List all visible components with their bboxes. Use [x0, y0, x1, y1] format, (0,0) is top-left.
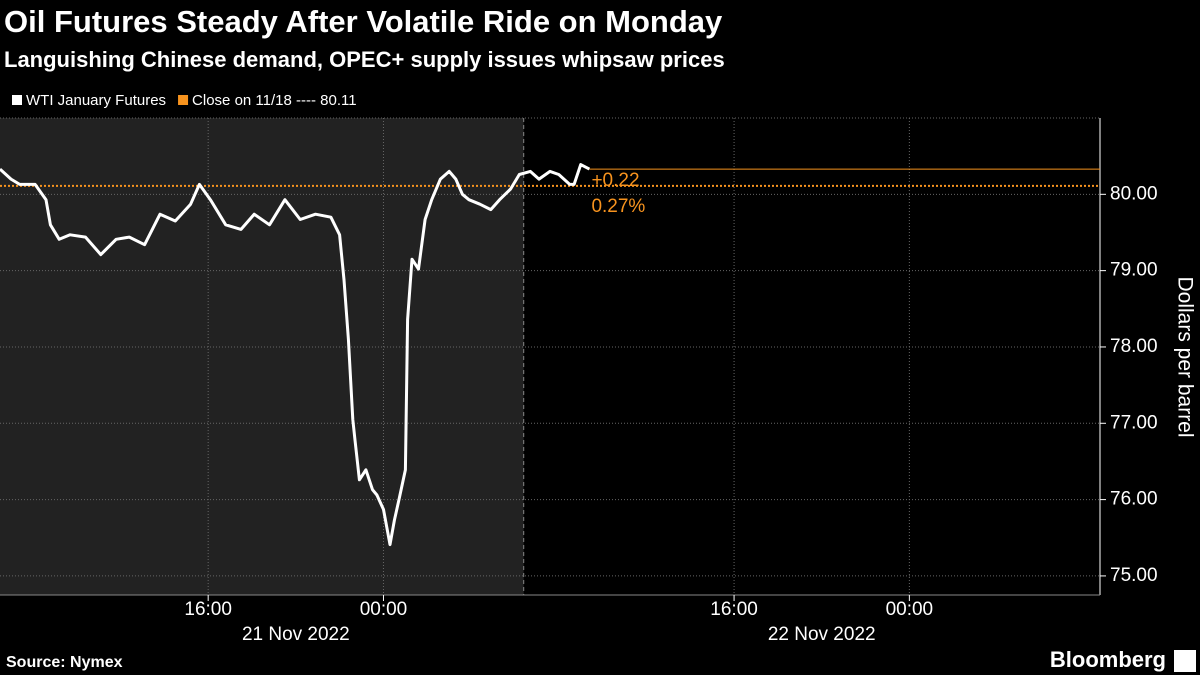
price-line: [0, 163, 591, 547]
chart-subtitle: Languishing Chinese demand, OPEC+ supply…: [4, 47, 725, 72]
change-annotation: +0.22: [591, 170, 639, 191]
x-tick-label: 16:00: [710, 599, 758, 620]
x-tick-label: 00:00: [886, 599, 934, 620]
source: Source: Nymex: [6, 654, 123, 671]
legend-swatch: [12, 95, 22, 105]
brand: Bloomberg: [1050, 647, 1166, 672]
date-label: 21 Nov 2022: [242, 624, 350, 645]
legend-label: Close on 11/18 ---- 80.11: [192, 92, 357, 109]
x-tick-label: 00:00: [360, 599, 408, 620]
y-tick-label: 75.00: [1110, 565, 1158, 586]
session-shade: [0, 118, 524, 595]
y-tick-label: 77.00: [1110, 412, 1158, 433]
y-tick-label: 76.00: [1110, 489, 1158, 510]
y-tick-label: 79.00: [1110, 260, 1158, 281]
legend-swatch: [178, 95, 189, 105]
date-label: 22 Nov 2022: [768, 624, 876, 645]
brand-icon: [1174, 650, 1196, 672]
y-tick-label: 78.00: [1110, 336, 1158, 357]
x-tick-label: 16:00: [184, 599, 232, 620]
y-tick-label: 80.00: [1110, 183, 1158, 204]
change-annotation: 0.27%: [591, 196, 645, 217]
legend-label: WTI January Futures: [26, 92, 166, 109]
y-axis-title: Dollars per barrel: [1173, 276, 1196, 437]
chart-title: Oil Futures Steady After Volatile Ride o…: [4, 4, 723, 39]
